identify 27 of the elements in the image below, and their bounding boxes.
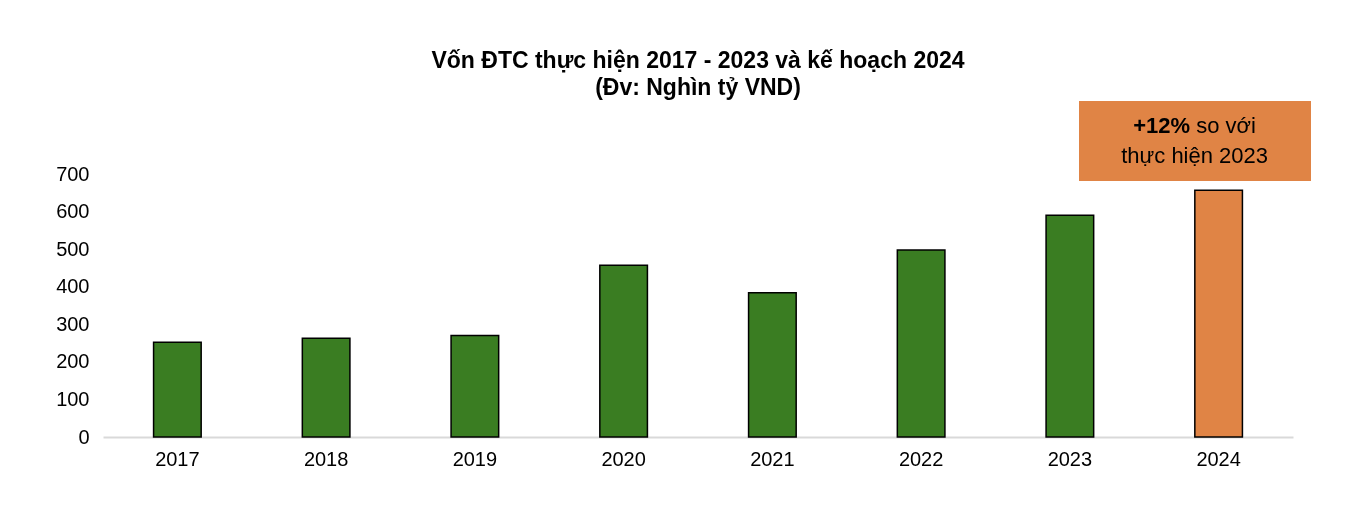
x-tick-label: 2017 <box>155 447 200 470</box>
bar <box>1194 189 1244 438</box>
callout-box: +12% so với thực hiện 2023 <box>1078 101 1311 182</box>
x-tick-label: 2023 <box>1047 447 1093 470</box>
x-tick-label: 2018 <box>303 447 349 470</box>
bar <box>1045 214 1095 438</box>
x-tick-label: 2024 <box>1196 447 1241 470</box>
bar <box>747 291 797 438</box>
bar <box>152 341 202 438</box>
chart-subtitle: (Đv: Nghìn tỷ VND) <box>595 74 801 100</box>
y-tick-label: 500 <box>56 237 90 260</box>
y-tick-label: 400 <box>56 275 90 298</box>
bar <box>301 337 351 438</box>
x-tick-label: 2022 <box>898 447 944 470</box>
y-tick-label: 600 <box>56 200 90 223</box>
x-tick-label: 2021 <box>750 447 795 470</box>
x-tick-label: 2020 <box>601 447 646 470</box>
y-tick-label: 300 <box>56 312 90 335</box>
bar <box>896 249 946 438</box>
y-tick-label: 200 <box>56 350 90 373</box>
x-tick-label: 2019 <box>452 447 498 470</box>
bar <box>599 264 649 438</box>
y-tick-label: 700 <box>56 162 90 185</box>
y-tick-label: 0 <box>78 425 90 448</box>
bar <box>450 334 500 438</box>
y-tick-label: 100 <box>56 387 90 410</box>
chart-title: Vốn ĐTC thực hiện 2017 - 2023 và kế hoạch 2024 <box>431 47 965 73</box>
